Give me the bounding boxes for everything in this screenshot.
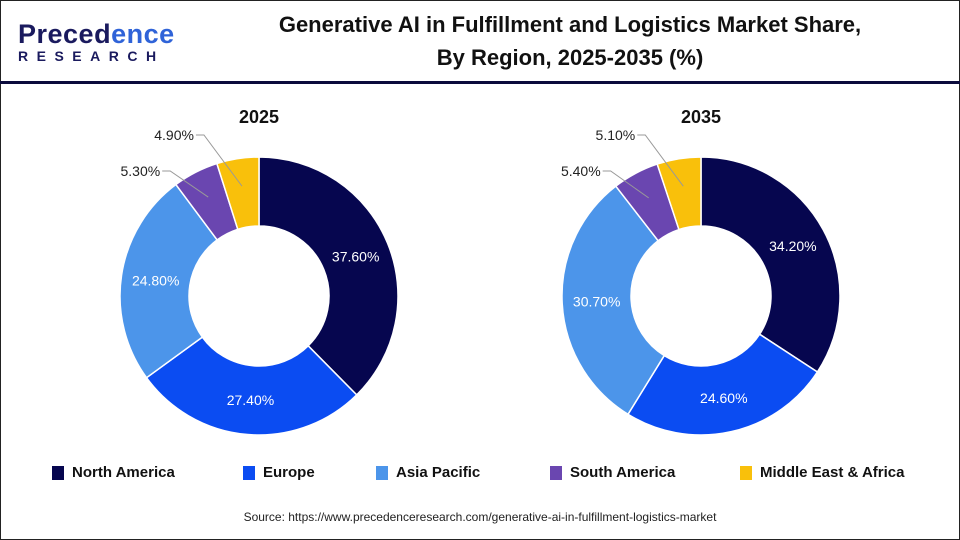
donut-title: 2035: [681, 107, 721, 127]
data-label: 5.10%: [596, 127, 636, 143]
data-label: 24.60%: [700, 390, 747, 406]
slice-middle-east-africa: [215, 156, 260, 231]
chart-title: Generative AI in Fulfillment and Logisti…: [200, 8, 940, 74]
donut-2035: 2035 34.20% 24.60% 30.70% 5.40% 5.10%: [561, 107, 841, 436]
legend: North America Europe Asia Pacific South Ame…: [0, 464, 960, 484]
data-label: 27.40%: [227, 392, 274, 408]
slice-europe: [145, 336, 358, 436]
legend-label: South America: [570, 464, 676, 481]
leader-line: [602, 170, 649, 199]
source-note: Source: https://www.precedenceresearch.c…: [243, 510, 717, 524]
legend-swatch: [52, 465, 64, 480]
data-label: 37.60%: [332, 248, 379, 264]
legend-item: Middle East & Africa: [740, 464, 904, 481]
legend-swatch: [376, 465, 388, 480]
slice-north-america: [700, 156, 841, 373]
data-label: 5.30%: [121, 163, 161, 179]
legend-swatch: [243, 465, 255, 480]
legend-item: North America: [52, 464, 175, 481]
legend-item: Europe: [243, 464, 315, 481]
slice-middle-east-africa: [656, 156, 702, 231]
leader-line: [637, 134, 684, 187]
logo-text: Precedence: [18, 19, 175, 49]
legend-item: Asia Pacific: [376, 464, 480, 481]
title-line-1: Generative AI in Fulfillment and Logisti…: [278, 12, 862, 37]
legend-item: South America: [550, 464, 675, 481]
data-label: 30.70%: [573, 294, 620, 310]
logo: Precedence RESEARCH: [18, 20, 175, 64]
leader-line: [195, 134, 243, 187]
legend-label: Europe: [263, 464, 315, 481]
legend-swatch: [550, 465, 562, 480]
slice-north-america: [258, 156, 399, 396]
data-label: 34.20%: [769, 238, 816, 254]
leader-line: [162, 170, 209, 198]
header-divider: [0, 81, 960, 84]
legend-label: Middle East & Africa: [760, 464, 905, 481]
slice-asia-pacific: [561, 185, 666, 416]
data-label: 5.40%: [561, 163, 601, 179]
slice-europe: [626, 333, 819, 436]
slice-asia-pacific: [119, 183, 219, 379]
logo-subtext: RESEARCH: [18, 48, 165, 64]
legend-label: North America: [72, 464, 175, 481]
legend-swatch: [740, 465, 752, 480]
data-label: 24.80%: [132, 272, 179, 288]
title-line-2: By Region, 2025-2035 (%): [436, 45, 704, 70]
data-label: 4.90%: [154, 127, 194, 143]
donut-title: 2025: [239, 107, 279, 127]
donut-2025: 2025 37.60% 27.40% 24.80% 5.30% 4.90%: [119, 107, 399, 436]
legend-label: Asia Pacific: [396, 464, 481, 481]
